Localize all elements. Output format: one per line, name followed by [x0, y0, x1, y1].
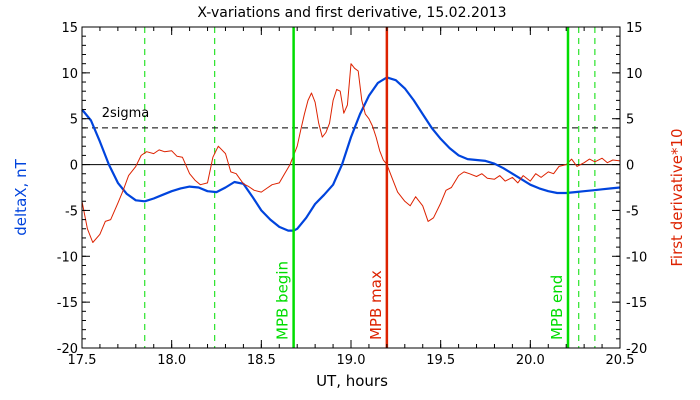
marker-label-0: MPB begin [274, 261, 292, 340]
y-tick-label-left-7: -20 [57, 342, 78, 357]
x-tick-label-5: 20.0 [516, 353, 545, 368]
y-tick-label-left-3: 0 [70, 159, 78, 174]
x-tick-label-2: 18.5 [247, 353, 276, 368]
derivative-series-line [81, 63, 621, 243]
x-tick-label-6: 20.5 [606, 353, 635, 368]
plot-area: 2sigma MPB begin MPB max MPB end 17.5 18.0 18.… [57, 21, 647, 368]
y-tick-label-right-1: 10 [626, 67, 643, 82]
y-tick-label-left-5: -10 [57, 250, 78, 265]
y-tick-label-left-0: 15 [61, 21, 78, 36]
threshold-label: 2sigma [102, 106, 150, 121]
y-tick-label-left-2: 5 [70, 113, 78, 128]
x-tick-label-1: 18.0 [157, 353, 186, 368]
y-tick-label-right-7: -20 [626, 342, 647, 357]
y-tick-label-right-0: 15 [626, 21, 643, 36]
marker-label-2: MPB end [548, 275, 566, 340]
y-axis-label-right: First derivative*10 [668, 128, 686, 266]
y-tick-label-right-3: 0 [626, 159, 634, 174]
y-tick-label-right-2: 5 [626, 113, 634, 128]
marker-label-1: MPB max [367, 270, 385, 340]
y-axis-label-left: deltaX, nT [12, 158, 30, 235]
y-tick-label-right-6: -15 [626, 296, 647, 311]
y-tick-label-left-4: -5 [65, 204, 78, 219]
x-axis-label: UT, hours [316, 372, 388, 390]
chart-title: X-variations and first derivative, 15.02… [197, 5, 506, 21]
y-tick-label-left-1: 10 [61, 67, 78, 82]
deltax-series-line [81, 76, 621, 232]
y-tick-label-right-4: -5 [626, 204, 639, 219]
y-tick-label-left-6: -15 [57, 296, 78, 311]
x-tick-label-4: 19.5 [426, 353, 455, 368]
y-tick-label-right-5: -10 [626, 250, 647, 265]
x-tick-label-0: 17.5 [68, 353, 97, 368]
x-tick-label-3: 19.0 [337, 353, 366, 368]
